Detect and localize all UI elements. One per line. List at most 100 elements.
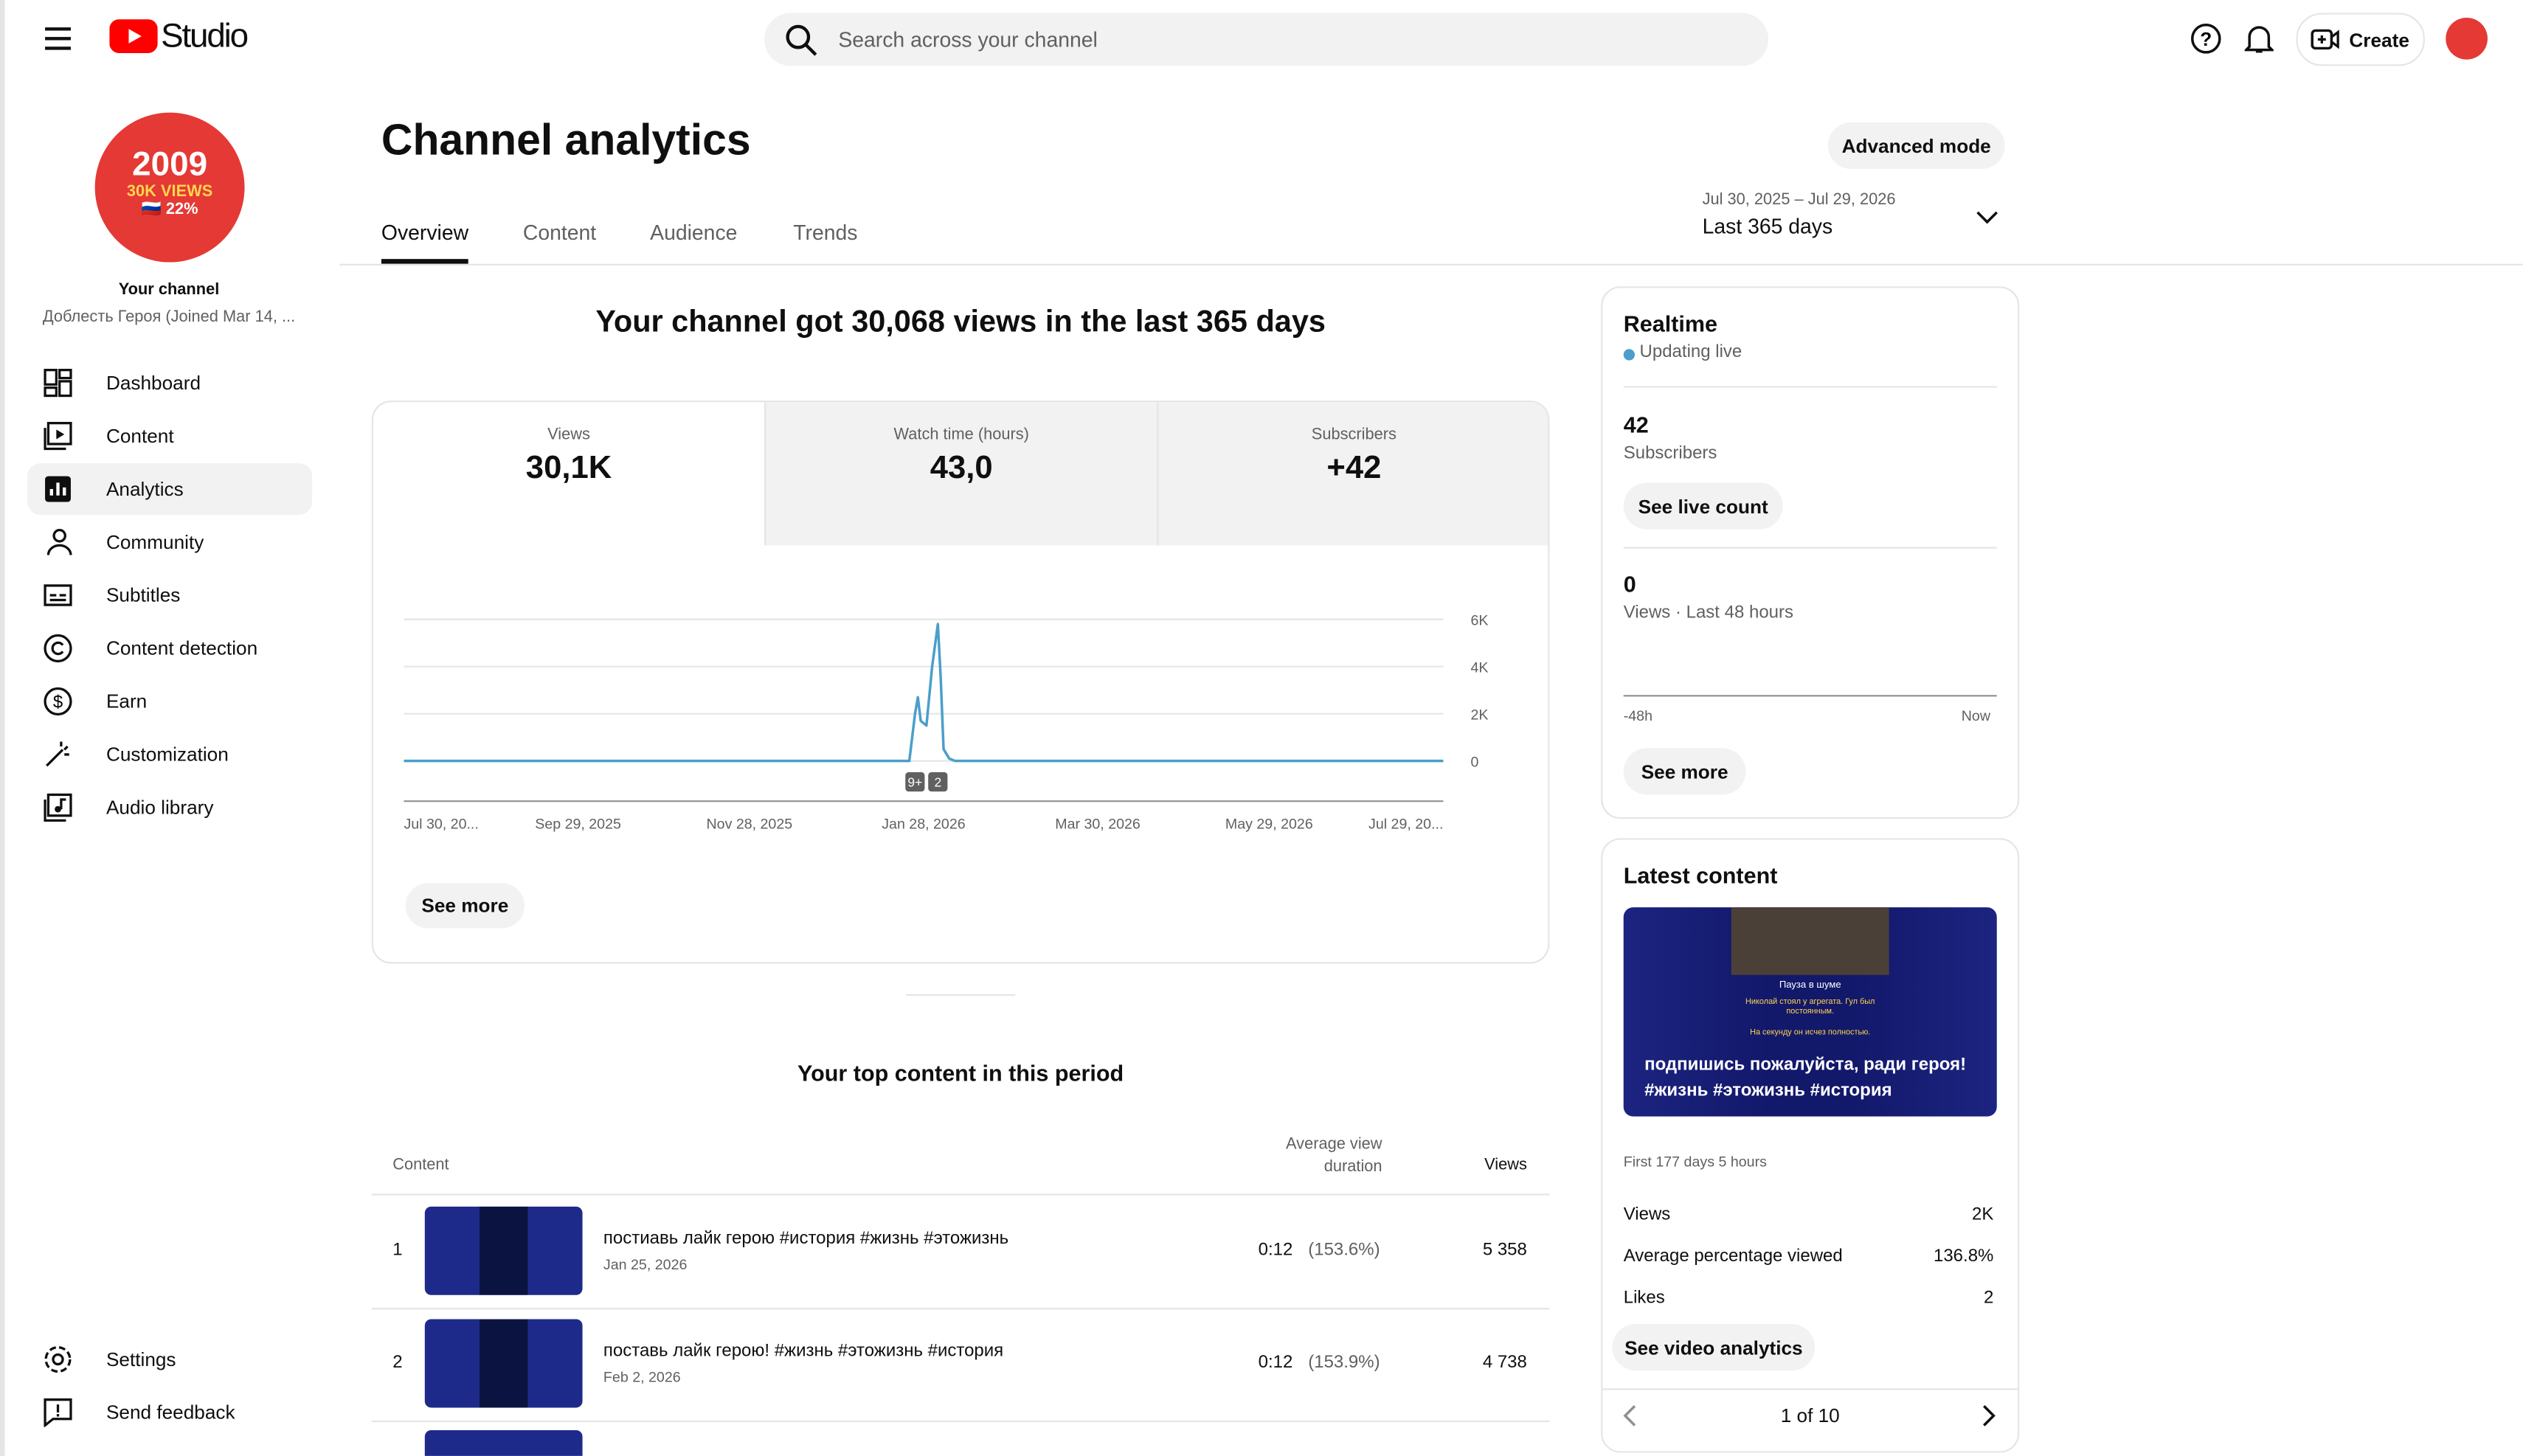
realtime-card: Realtime Updating live 42 Subscribers Se… xyxy=(1601,286,2020,819)
svg-text:?: ? xyxy=(2200,28,2212,50)
advanced-mode-button[interactable]: Advanced mode xyxy=(1827,122,2005,170)
thumb-text: Пауза в шуме xyxy=(1779,981,1841,991)
metric-tab[interactable]: Subscribers +42 xyxy=(1157,402,1548,546)
avg-duration: 0:12 xyxy=(1258,1353,1293,1373)
tab-indicator xyxy=(381,259,468,264)
nav-label: Subtitles xyxy=(105,583,181,607)
views-chart: 0 2K 4K 6K Jul 30, 20... Sep 29, 2025 Nov 28, … xyxy=(404,612,1489,832)
live-status: Updating live xyxy=(1639,342,1742,362)
account-avatar[interactable] xyxy=(2446,17,2488,60)
channel-avatar[interactable]: 2009 30K VIEWS 🇷🇺 22% xyxy=(94,112,245,263)
tab[interactable]: Audience xyxy=(650,220,738,245)
stat-label: Average percentage viewed xyxy=(1623,1247,1843,1266)
content-row[interactable]: 2 поставь лайк герою! #жизнь #этожизнь #… xyxy=(371,1308,1550,1423)
axis-label: Now xyxy=(1961,707,1991,724)
x-tick-label: Nov 28, 2025 xyxy=(707,816,793,832)
avg-percent: (153.6%) xyxy=(1308,1240,1380,1260)
menu-button[interactable] xyxy=(44,24,72,53)
nav-item[interactable]: Customization xyxy=(27,729,312,780)
nav-item-active[interactable]: Analytics xyxy=(27,463,313,515)
stat-label: Views xyxy=(1623,1204,1671,1224)
y-tick-label: 6K xyxy=(1471,612,1489,628)
nav-item[interactable]: $ Earn xyxy=(27,676,312,727)
logo-text: Studio xyxy=(161,17,249,55)
live-count-button[interactable]: See live count xyxy=(1623,482,1783,530)
search-box[interactable]: Search across your channel xyxy=(764,13,1769,66)
avg-duration: 0:12 xyxy=(1258,1240,1293,1260)
section-title: Your top content in this period xyxy=(797,1060,1124,1086)
x-tick-label: May 29, 2026 xyxy=(1225,816,1313,832)
thumbnail xyxy=(424,1429,583,1456)
stat-value: 2 xyxy=(1984,1289,1994,1308)
video-analytics-button[interactable]: See video analytics xyxy=(1612,1324,1816,1371)
nav-label: Audio library xyxy=(105,796,214,819)
help-button[interactable]: ? xyxy=(2190,23,2222,55)
content-row[interactable]: 1 постиавь лайк герою #история #жизнь #э… xyxy=(371,1196,1550,1310)
prev-button[interactable] xyxy=(1622,1404,1638,1427)
video-date: Feb 2, 2026 xyxy=(603,1369,681,1385)
metric-tab[interactable]: Views 30,1K xyxy=(373,402,764,545)
y-tick-label: 2K xyxy=(1471,707,1489,723)
pager: 1 of 10 xyxy=(1780,1404,1840,1427)
column-header: Average view duration xyxy=(1286,1135,1382,1176)
page-title: Channel analytics xyxy=(381,116,751,164)
tab[interactable]: Trends xyxy=(793,220,858,245)
rank: 2 xyxy=(392,1353,403,1373)
period-selector[interactable]: Last 365 days xyxy=(1702,214,1833,238)
nav-item[interactable]: Settings xyxy=(27,1334,312,1385)
nav-item[interactable]: Content xyxy=(27,410,312,462)
search-placeholder: Search across your channel xyxy=(838,27,1098,52)
nav-item[interactable]: Community xyxy=(27,516,312,568)
avatar-text: 30K VIEWS xyxy=(126,183,213,201)
tab[interactable]: Content xyxy=(522,220,597,245)
column-header: Views xyxy=(1484,1157,1527,1175)
channel-label: Your channel xyxy=(118,281,220,299)
channel-name: Доблесть Героя (Joined Mar 14, ... xyxy=(42,308,296,327)
see-more-button[interactable]: See more xyxy=(405,883,525,929)
metric-label: Subscribers xyxy=(1311,426,1397,444)
metric-value: +42 xyxy=(1326,450,1382,486)
date-range: Jul 30, 2025 – Jul 29, 2026 xyxy=(1702,191,1896,209)
latest-thumbnail[interactable]: Пауза в шуме Николай стоял у агрегата. Г… xyxy=(1623,907,1997,1117)
create-button[interactable]: Create xyxy=(2296,13,2425,66)
x-tick-label: Jan 28, 2026 xyxy=(882,816,965,832)
views: 4 738 xyxy=(1482,1353,1527,1373)
nav-item[interactable]: Subtitles xyxy=(27,569,312,621)
tab-active[interactable]: Overview xyxy=(381,220,469,245)
thumbnail xyxy=(424,1206,583,1295)
metric-value: 43,0 xyxy=(930,450,993,486)
card-title: Latest content xyxy=(1623,862,1778,888)
overview-card: Views 30,1K Watch time (hours) 43,0 Subscr… xyxy=(371,401,1550,964)
thumb-text: Николай стоял у агрегата. Гул был постоя… xyxy=(1745,997,1875,1017)
nav-label: Send feedback xyxy=(105,1401,235,1424)
avatar-text: 🇷🇺 22% xyxy=(141,201,198,219)
metric-tab[interactable]: Watch time (hours) 43,0 xyxy=(764,402,1157,546)
youtube-logo[interactable] xyxy=(109,19,158,53)
dropdown-arrow[interactable] xyxy=(1976,209,1998,226)
notifications-button[interactable] xyxy=(2244,23,2274,55)
nav-label: Content detection xyxy=(105,637,258,660)
create-label: Create xyxy=(2349,29,2409,52)
annotation-label: 2 xyxy=(934,775,941,790)
annotation-badge xyxy=(928,772,948,792)
nav-item[interactable]: Dashboard xyxy=(27,357,312,409)
video-title: поставь лайк герою! #жизнь #этожизнь #ис… xyxy=(603,1342,1004,1362)
thumbnail-image xyxy=(1731,907,1889,975)
x-tick-label: Mar 30, 2026 xyxy=(1055,816,1141,832)
thumbnail xyxy=(424,1319,583,1408)
see-more-button[interactable]: See more xyxy=(1623,748,1746,795)
nav-item[interactable]: Send feedback xyxy=(27,1387,312,1438)
divider xyxy=(1623,547,1997,549)
next-button[interactable] xyxy=(1981,1404,1997,1427)
nav-item[interactable]: Audio library xyxy=(27,782,312,833)
nav-item[interactable]: Content detection xyxy=(27,623,312,674)
divider xyxy=(1602,1388,2018,1390)
y-tick-label: 4K xyxy=(1471,659,1489,676)
nav-label: Analytics xyxy=(105,477,184,501)
divider xyxy=(905,994,1016,996)
stat-value: 2K xyxy=(1972,1204,1994,1224)
views: 5 358 xyxy=(1482,1240,1527,1260)
card-title: Realtime xyxy=(1623,310,1718,336)
live-dot xyxy=(1623,349,1635,361)
